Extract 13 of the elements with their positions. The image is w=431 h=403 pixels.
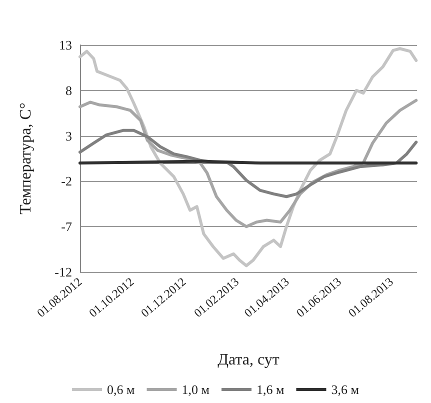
y-tick-label: 3 [66,128,72,144]
legend-label: 1,0 м [182,382,210,397]
y-tick-label: -12 [54,264,72,280]
y-tick-label: 13 [59,38,72,52]
x-axis-title: Дата, сут [218,352,280,368]
legend-label: 3,6 м [331,382,359,397]
y-axis-title: Температура, С° [18,102,34,214]
y-tick-label: -7 [61,219,72,234]
line-series [78,47,418,268]
legend-label: 1,6 м [256,382,284,397]
legend-label: 0,6 м [107,382,135,397]
y-tick-label: -2 [61,174,72,189]
y-tick-label: 8 [66,82,72,98]
